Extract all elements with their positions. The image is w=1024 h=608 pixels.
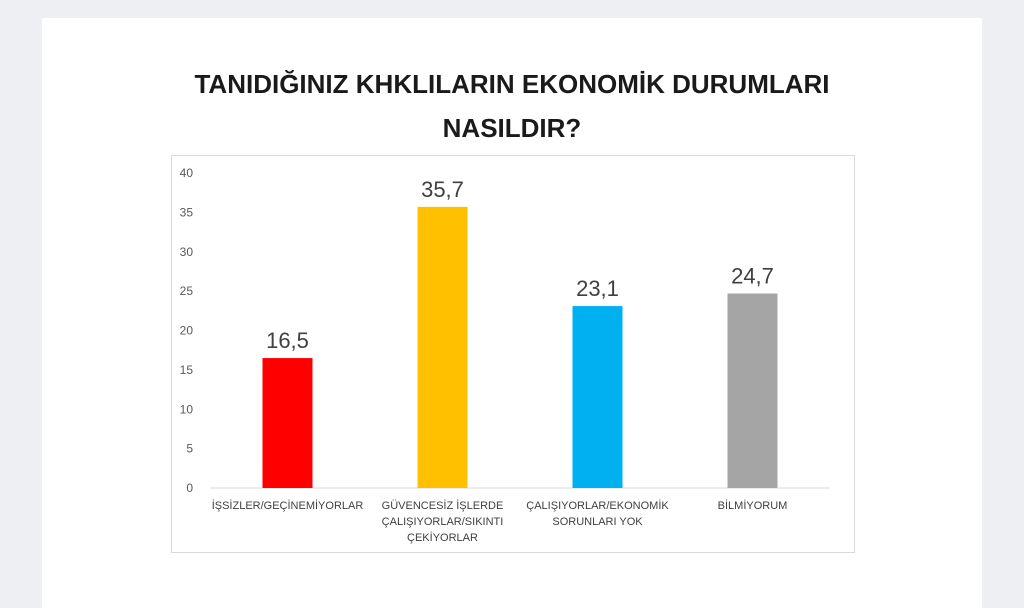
x-tick-label: İŞSİZLER/GEÇİNEMİYORLAR (212, 499, 364, 512)
data-label: 24,7 (731, 263, 774, 288)
y-tick-label: 30 (180, 245, 194, 259)
y-tick-label: 15 (180, 363, 194, 377)
y-tick-label: 0 (186, 481, 193, 495)
x-tick-label: ÇEKİYORLAR (407, 531, 478, 544)
bar (262, 358, 313, 488)
bar (572, 306, 623, 488)
y-tick-label: 40 (180, 166, 194, 180)
y-tick-label: 20 (180, 324, 194, 338)
chart-title-line-2: NASILDIR? (442, 113, 582, 143)
x-tick-label: SORUNLARI YOK (552, 516, 643, 528)
y-tick-label: 10 (180, 402, 194, 416)
x-tick-label: BİLMİYORUM (718, 499, 788, 512)
bar (417, 206, 468, 489)
bar (727, 293, 778, 488)
x-tick-label: ÇALIŞIYORLAR/SIKINTI (382, 516, 504, 528)
y-tick-label: 5 (186, 442, 193, 456)
data-label: 23,1 (576, 276, 619, 301)
data-label: 16,5 (266, 328, 309, 353)
chart-title-line-1: TANIDIĞINIZ KHKLILARIN EKONOMİK DURUMLAR… (194, 69, 830, 99)
chart-title: TANIDIĞINIZ KHKLILARIN EKONOMİK DURUMLAR… (42, 62, 982, 150)
x-tick-label: GÜVENCESİZ İŞLERDE (382, 499, 504, 512)
data-label: 35,7 (421, 177, 464, 202)
y-tick-label: 25 (180, 284, 194, 298)
y-tick-label: 35 (180, 205, 194, 219)
x-tick-label: ÇALIŞIYORLAR/EKONOMİK (526, 499, 669, 512)
